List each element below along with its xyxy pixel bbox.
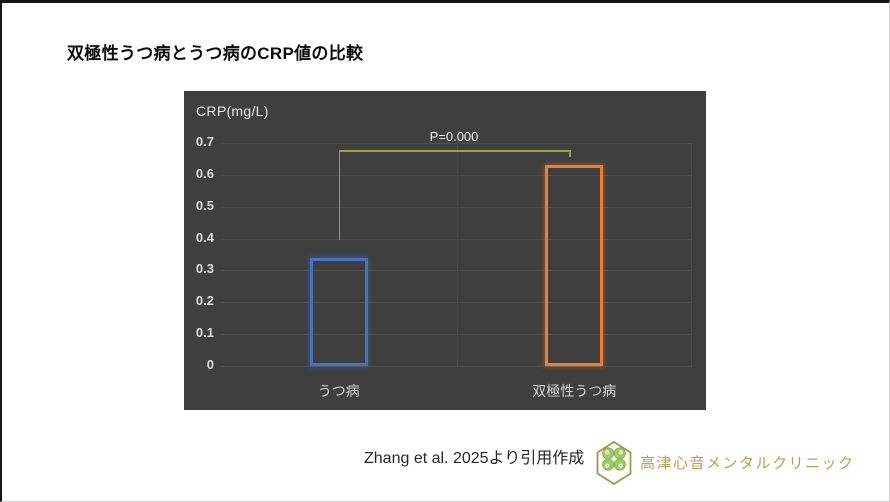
category-label: うつ病 (317, 383, 360, 399)
plot-area: P=0.000 (221, 129, 692, 367)
h-gridline (221, 366, 692, 367)
citation-text: Zhang et al. 2025より引用作成 (364, 450, 585, 467)
chart-panel: CRP(mg/L) P=0.000 0 0.1 0.2 0.3 0.4 0.5 0.6 0.7… (184, 91, 706, 410)
clinic-name: 高津心音メンタルクリニック (640, 455, 855, 472)
y-axis-label: CRP(mg/L) (196, 103, 269, 119)
significance-bracket (338, 150, 570, 152)
v-gridline (691, 143, 692, 366)
v-gridline (456, 143, 458, 366)
category-label: 双極性うつ病 (532, 383, 617, 399)
y-tick-label: 0 (206, 357, 214, 372)
y-tick-label: 0.4 (195, 229, 214, 245)
y-tick-label: 0.2 (195, 293, 214, 309)
y-tick-label: 0.5 (195, 197, 214, 213)
significance-bracket (338, 150, 341, 241)
bar-0 (309, 257, 368, 366)
y-tick-label: 0.7 (195, 134, 214, 149)
hexagon-clover-icon (596, 440, 632, 486)
bar-1 (545, 165, 604, 366)
y-tick-label: 0.6 (195, 165, 214, 181)
significance-bracket (569, 150, 571, 158)
y-tick-label: 0.1 (195, 325, 214, 341)
page-title: 双極性うつ病とうつ病のCRP値の比較 (67, 44, 364, 63)
p-value-label: P=0.000 (429, 129, 479, 145)
y-tick-label: 0.3 (195, 261, 214, 277)
